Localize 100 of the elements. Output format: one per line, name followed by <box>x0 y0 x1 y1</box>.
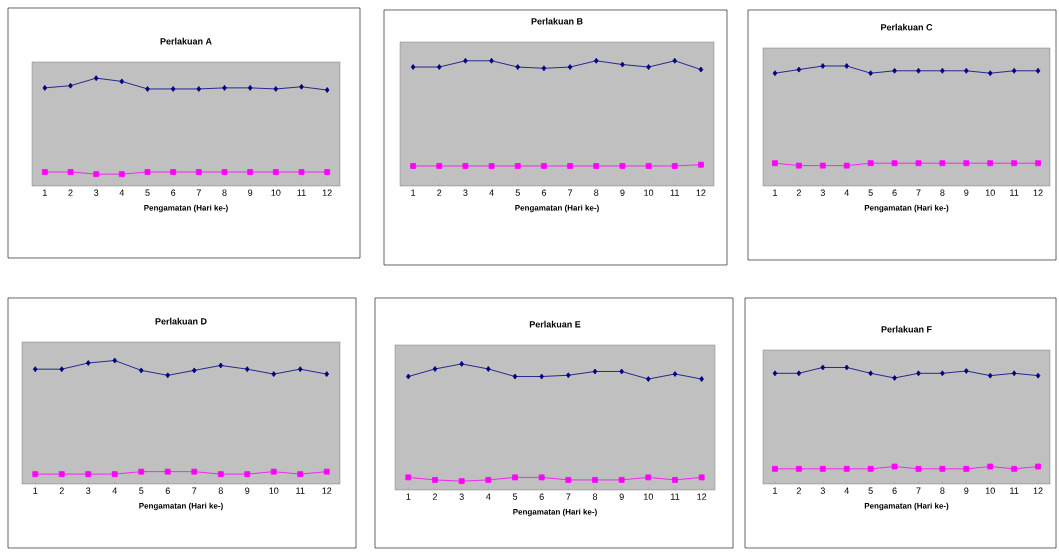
point <box>619 368 624 375</box>
point <box>119 78 125 85</box>
point <box>646 376 651 382</box>
point <box>796 370 802 377</box>
point <box>565 477 572 483</box>
x-tick-label: 5 <box>145 189 150 196</box>
point <box>964 368 969 374</box>
point <box>987 372 993 379</box>
point <box>112 357 118 364</box>
x-tick-label: 9 <box>964 189 969 196</box>
point <box>170 86 176 92</box>
x-tick-label: 8 <box>594 189 599 196</box>
point <box>1035 67 1041 74</box>
x-tick-label: 1 <box>773 189 778 196</box>
point <box>915 465 922 472</box>
point <box>191 468 198 475</box>
point <box>93 75 99 82</box>
point <box>1035 463 1041 470</box>
point <box>244 366 250 373</box>
x-tick-label: 6 <box>541 189 547 196</box>
point <box>868 70 873 77</box>
point <box>138 468 145 475</box>
point <box>618 477 625 483</box>
point <box>1011 465 1018 472</box>
point <box>916 67 921 74</box>
point <box>436 64 442 70</box>
point <box>515 64 521 70</box>
x-tick-label: 8 <box>218 487 223 494</box>
point <box>486 366 491 372</box>
point <box>795 465 802 472</box>
x-tick-label: 6 <box>539 493 544 500</box>
x-tick-label: 6 <box>892 189 897 196</box>
point <box>67 169 74 175</box>
x-tick-label: 8 <box>592 493 598 500</box>
point <box>567 163 573 169</box>
point <box>1011 370 1017 377</box>
x-tick-label: 3 <box>820 487 825 494</box>
point <box>41 169 48 175</box>
chart-title: Perlakuan A <box>160 37 212 45</box>
point <box>646 64 651 70</box>
x-tick-label: 4 <box>844 189 849 196</box>
point <box>138 367 144 374</box>
point <box>271 371 277 377</box>
x-tick-label: 1 <box>33 487 38 494</box>
point <box>406 373 411 380</box>
point <box>843 465 850 472</box>
point <box>405 474 412 481</box>
x-tick-label: 2 <box>432 493 438 500</box>
point <box>170 169 177 175</box>
point <box>111 471 118 478</box>
point <box>222 84 227 91</box>
x-tick-label: 4 <box>119 189 125 196</box>
x-tick-label: 12 <box>322 189 332 196</box>
x-tick-label: 8 <box>222 189 227 196</box>
x-tick-label: 4 <box>112 487 117 494</box>
x-tick-label: 12 <box>697 493 707 500</box>
point <box>32 471 39 478</box>
point <box>566 372 571 379</box>
point <box>671 163 678 169</box>
point <box>118 171 125 178</box>
point <box>891 463 898 470</box>
x-axis-title: Pengamatan (Hari ke-) <box>864 502 949 511</box>
x-tick-label: 11 <box>1010 189 1019 196</box>
x-tick-label: 5 <box>512 493 518 500</box>
point <box>964 67 969 74</box>
x-tick-label: 11 <box>671 493 680 500</box>
point <box>410 64 416 70</box>
point <box>191 367 197 374</box>
point <box>963 160 970 167</box>
point <box>819 162 826 169</box>
point <box>297 471 304 478</box>
point <box>58 471 65 478</box>
point <box>247 169 254 175</box>
point <box>698 161 704 168</box>
x-tick-label: 9 <box>245 487 250 494</box>
x-tick-label: 12 <box>1033 487 1043 494</box>
point <box>485 477 492 483</box>
point <box>843 162 850 169</box>
point <box>324 371 330 377</box>
x-tick-label: 11 <box>1010 487 1019 494</box>
x-tick-label: 8 <box>940 487 945 494</box>
x-tick-label: 6 <box>171 189 176 196</box>
x-tick-label: 10 <box>985 189 995 196</box>
x-axis-title: Pengamatan (Hari ke-) <box>513 508 597 517</box>
point <box>463 57 468 64</box>
point <box>323 468 330 475</box>
chart-title: Perlakuan D <box>155 317 207 325</box>
point <box>939 465 946 472</box>
x-tick-label: 7 <box>916 487 921 494</box>
point <box>324 87 330 93</box>
point <box>538 474 545 481</box>
x-tick-label: 2 <box>68 189 73 196</box>
x-tick-label: 1 <box>773 487 778 494</box>
x-tick-label: 3 <box>820 189 825 196</box>
point <box>488 163 495 169</box>
point <box>144 169 151 175</box>
point <box>85 360 91 366</box>
x-tick-label: 7 <box>192 487 197 494</box>
x-tick-label: 9 <box>964 487 969 494</box>
point <box>42 84 48 91</box>
